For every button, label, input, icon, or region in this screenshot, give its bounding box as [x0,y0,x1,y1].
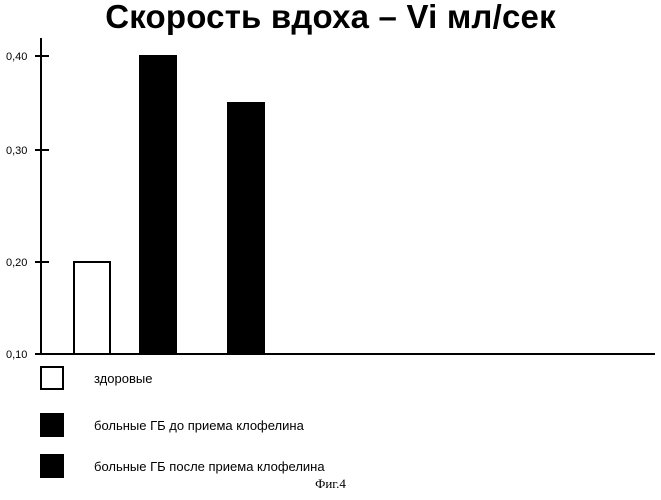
y-tick-label: 0,30 [6,145,27,157]
bar [228,103,264,354]
legend-swatch-healthy [40,366,64,390]
legend-swatch-before [40,413,64,437]
bar [74,262,110,354]
y-tick-label: 0,10 [6,349,27,361]
legend-label-after: больные ГБ после приема клофелина [94,459,325,474]
bars [74,56,264,354]
legend-swatch-after [40,454,64,478]
bar-chart: 0,10 0,20 0,30 0,40 [0,0,661,370]
y-tick-label: 0,20 [6,257,27,269]
legend-label-healthy: здоровые [94,371,152,386]
figure-caption: Фиг.4 [0,476,661,492]
y-tick-label: 0,40 [6,51,27,63]
legend-label-before: больные ГБ до приема клофелина [94,418,304,433]
bar [140,56,176,354]
